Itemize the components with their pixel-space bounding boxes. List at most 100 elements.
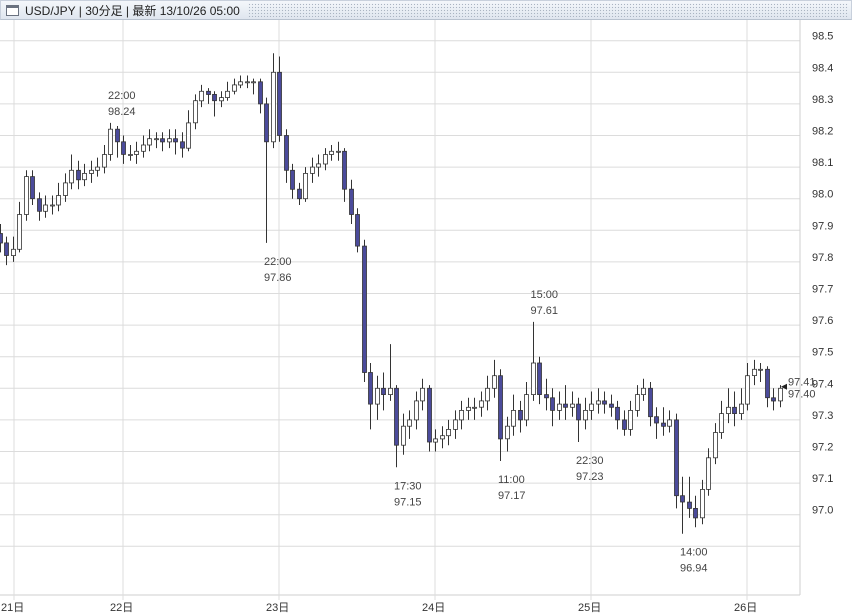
candle-body-up [557, 403, 562, 411]
candle [505, 416, 510, 452]
candle [355, 208, 360, 253]
candle [674, 413, 679, 509]
candle [225, 81, 230, 101]
candle [141, 135, 146, 158]
candle-body-down [680, 495, 685, 503]
y-tick-label: 98.2 [812, 126, 833, 138]
candle-body-up [69, 169, 74, 184]
annotation-value: 97.17 [498, 490, 526, 502]
y-tick-label: 97.4 [812, 378, 833, 390]
candle-body-up [726, 406, 731, 414]
candle-body-down [258, 81, 263, 105]
annotation-value: 97.86 [264, 272, 292, 284]
x-tick-label: 26日 [734, 602, 757, 614]
y-tick-label: 97.9 [812, 220, 833, 232]
candle [778, 385, 783, 408]
candle-body-up [303, 172, 308, 200]
y-tick-label: 98.1 [812, 157, 833, 169]
candle-body-up [479, 400, 484, 408]
candle-body-up [219, 97, 224, 102]
grid [0, 20, 801, 600]
candle [232, 78, 237, 95]
candle-body-down [381, 387, 386, 395]
candle-body-up [414, 400, 419, 421]
candle [108, 122, 113, 161]
candle-body-up [440, 435, 445, 440]
candle-body-up [186, 122, 191, 149]
candle [479, 391, 484, 417]
candle-body-down [115, 128, 120, 143]
candle [498, 369, 503, 461]
candle-body-down [544, 394, 549, 399]
candle [95, 157, 100, 177]
candle-body-up [706, 457, 711, 490]
annotation-time: 22:30 [576, 455, 604, 467]
y-tick-label: 97.8 [812, 252, 833, 264]
candle-body-down [76, 169, 81, 181]
candle-body-up [128, 154, 133, 156]
candle-body-up [641, 387, 646, 395]
candle-body-up [134, 150, 139, 155]
candle-body-up [745, 375, 750, 405]
candle [212, 91, 217, 117]
axes: 97.0 97.1 97.2 97.3 97.4 97.5 97.6 97.7 97.8 97.9… [1, 31, 833, 614]
candle [466, 397, 471, 420]
candle-body-down [368, 372, 373, 405]
y-tick-label: 97.7 [812, 284, 833, 296]
candle-body-down [622, 419, 627, 430]
candle [453, 410, 458, 439]
candle-body-up [63, 182, 68, 196]
candle [719, 400, 724, 439]
candle-body-up [420, 387, 425, 402]
candle [134, 141, 139, 164]
candle-body-up [719, 413, 724, 434]
annotation-time: 22:00 [108, 90, 136, 102]
candle [563, 385, 568, 420]
candle-body-down [732, 406, 737, 414]
candle-body-up [336, 150, 341, 153]
annotations: 22:00 98.24 22:00 97.86 17:30 97.15 11:00 97.17… [108, 90, 816, 575]
candle-body-down [693, 507, 698, 519]
candle-body-down [264, 103, 269, 143]
candle-body-down [30, 176, 35, 200]
candle-body-down [362, 245, 367, 373]
y-tick-label: 98.3 [812, 94, 833, 106]
candle [349, 179, 354, 224]
candle [700, 479, 705, 525]
candle-body-down [212, 94, 217, 102]
candle [654, 407, 659, 439]
candle-body-up [251, 81, 256, 84]
candle [11, 236, 16, 262]
candle-body-down [661, 422, 666, 427]
candle-body-down [771, 397, 776, 402]
candle [368, 363, 373, 430]
y-tick-label: 97.6 [812, 315, 833, 327]
candle [589, 391, 594, 420]
candle-body-down [173, 138, 178, 143]
candle-body-up [50, 204, 55, 207]
candle [43, 195, 48, 218]
candle [745, 363, 750, 411]
candle [524, 382, 529, 427]
candle [420, 378, 425, 411]
candle-body-down [297, 188, 302, 200]
candle [128, 145, 133, 161]
candle [615, 400, 620, 430]
candle-body-up [453, 419, 458, 430]
y-tick-label: 98.0 [812, 189, 833, 201]
candle [186, 110, 191, 152]
candle-body-up [43, 204, 48, 212]
candle [310, 157, 315, 183]
candle-body-up [433, 438, 438, 443]
candle-body-down [609, 403, 614, 408]
candle-body-up [154, 138, 159, 141]
candle [687, 476, 692, 518]
candle-body-up [570, 403, 575, 408]
candle-body-up [635, 394, 640, 411]
candle-body-up [271, 71, 276, 143]
candle [537, 356, 542, 405]
candle [180, 132, 185, 158]
candle-body-down [648, 387, 653, 418]
candle-body-down [498, 375, 503, 440]
candle-body-up [102, 154, 107, 168]
